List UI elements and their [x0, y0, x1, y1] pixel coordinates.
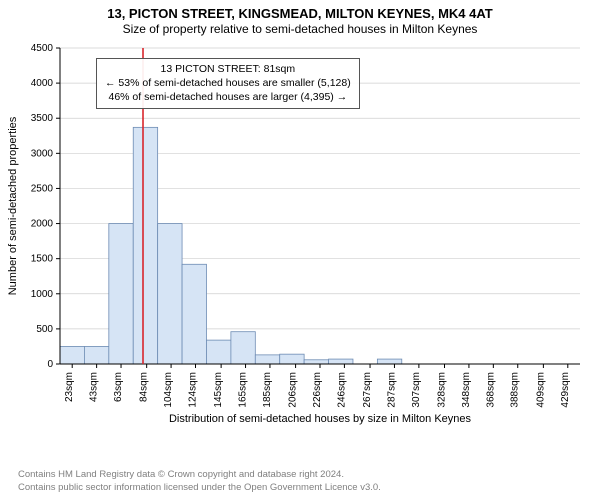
svg-text:2500: 2500 [31, 183, 54, 194]
svg-text:429sqm: 429sqm [560, 372, 571, 408]
page-title: 13, PICTON STREET, KINGSMEAD, MILTON KEY… [0, 6, 600, 21]
svg-text:165sqm: 165sqm [238, 372, 249, 408]
svg-text:2000: 2000 [31, 219, 54, 230]
svg-text:4500: 4500 [31, 43, 54, 54]
svg-text:185sqm: 185sqm [262, 372, 273, 408]
annotation-line-2: ← 53% of semi-detached houses are smalle… [105, 76, 351, 90]
svg-text:63sqm: 63sqm [113, 372, 124, 402]
svg-text:267sqm: 267sqm [362, 372, 373, 408]
svg-text:0: 0 [47, 359, 53, 370]
footer-line-2: Contains public sector information licen… [18, 482, 381, 494]
svg-text:287sqm: 287sqm [386, 372, 397, 408]
svg-text:43sqm: 43sqm [89, 372, 100, 402]
svg-text:368sqm: 368sqm [485, 372, 496, 408]
svg-text:4000: 4000 [31, 78, 54, 89]
histogram-chart: 0 500 1000 1500 2000 2500 3000 3500 4000 4500 23sq… [0, 40, 600, 440]
svg-text:226sqm: 226sqm [312, 372, 323, 408]
svg-text:Distribution of semi-detached: Distribution of semi-detached houses by … [169, 413, 472, 425]
footer-line-1: Contains HM Land Registry data © Crown c… [18, 469, 381, 481]
svg-text:124sqm: 124sqm [187, 372, 198, 408]
attribution-footer: Contains HM Land Registry data © Crown c… [18, 469, 381, 494]
svg-text:1000: 1000 [31, 289, 54, 300]
svg-text:206sqm: 206sqm [288, 372, 299, 408]
svg-text:3500: 3500 [31, 113, 54, 124]
svg-text:23sqm: 23sqm [64, 372, 75, 402]
svg-text:246sqm: 246sqm [336, 372, 347, 408]
svg-text:84sqm: 84sqm [139, 372, 150, 402]
property-marker-annotation: 13 PICTON STREET: 81sqm ← 53% of semi-de… [96, 58, 360, 109]
page-subtitle: Size of property relative to semi-detach… [0, 22, 600, 36]
svg-text:Number of semi-detached proper: Number of semi-detached properties [7, 116, 19, 295]
svg-text:307sqm: 307sqm [411, 372, 422, 408]
svg-text:348sqm: 348sqm [461, 372, 472, 408]
svg-text:104sqm: 104sqm [163, 372, 174, 408]
annotation-line-1: 13 PICTON STREET: 81sqm [105, 62, 351, 76]
svg-text:3000: 3000 [31, 148, 54, 159]
svg-text:1500: 1500 [31, 254, 54, 265]
svg-text:328sqm: 328sqm [437, 372, 448, 408]
svg-text:388sqm: 388sqm [510, 372, 521, 408]
svg-text:409sqm: 409sqm [535, 372, 546, 408]
svg-text:500: 500 [36, 324, 53, 335]
svg-text:145sqm: 145sqm [213, 372, 224, 408]
annotation-line-3: 46% of semi-detached houses are larger (… [105, 90, 351, 104]
